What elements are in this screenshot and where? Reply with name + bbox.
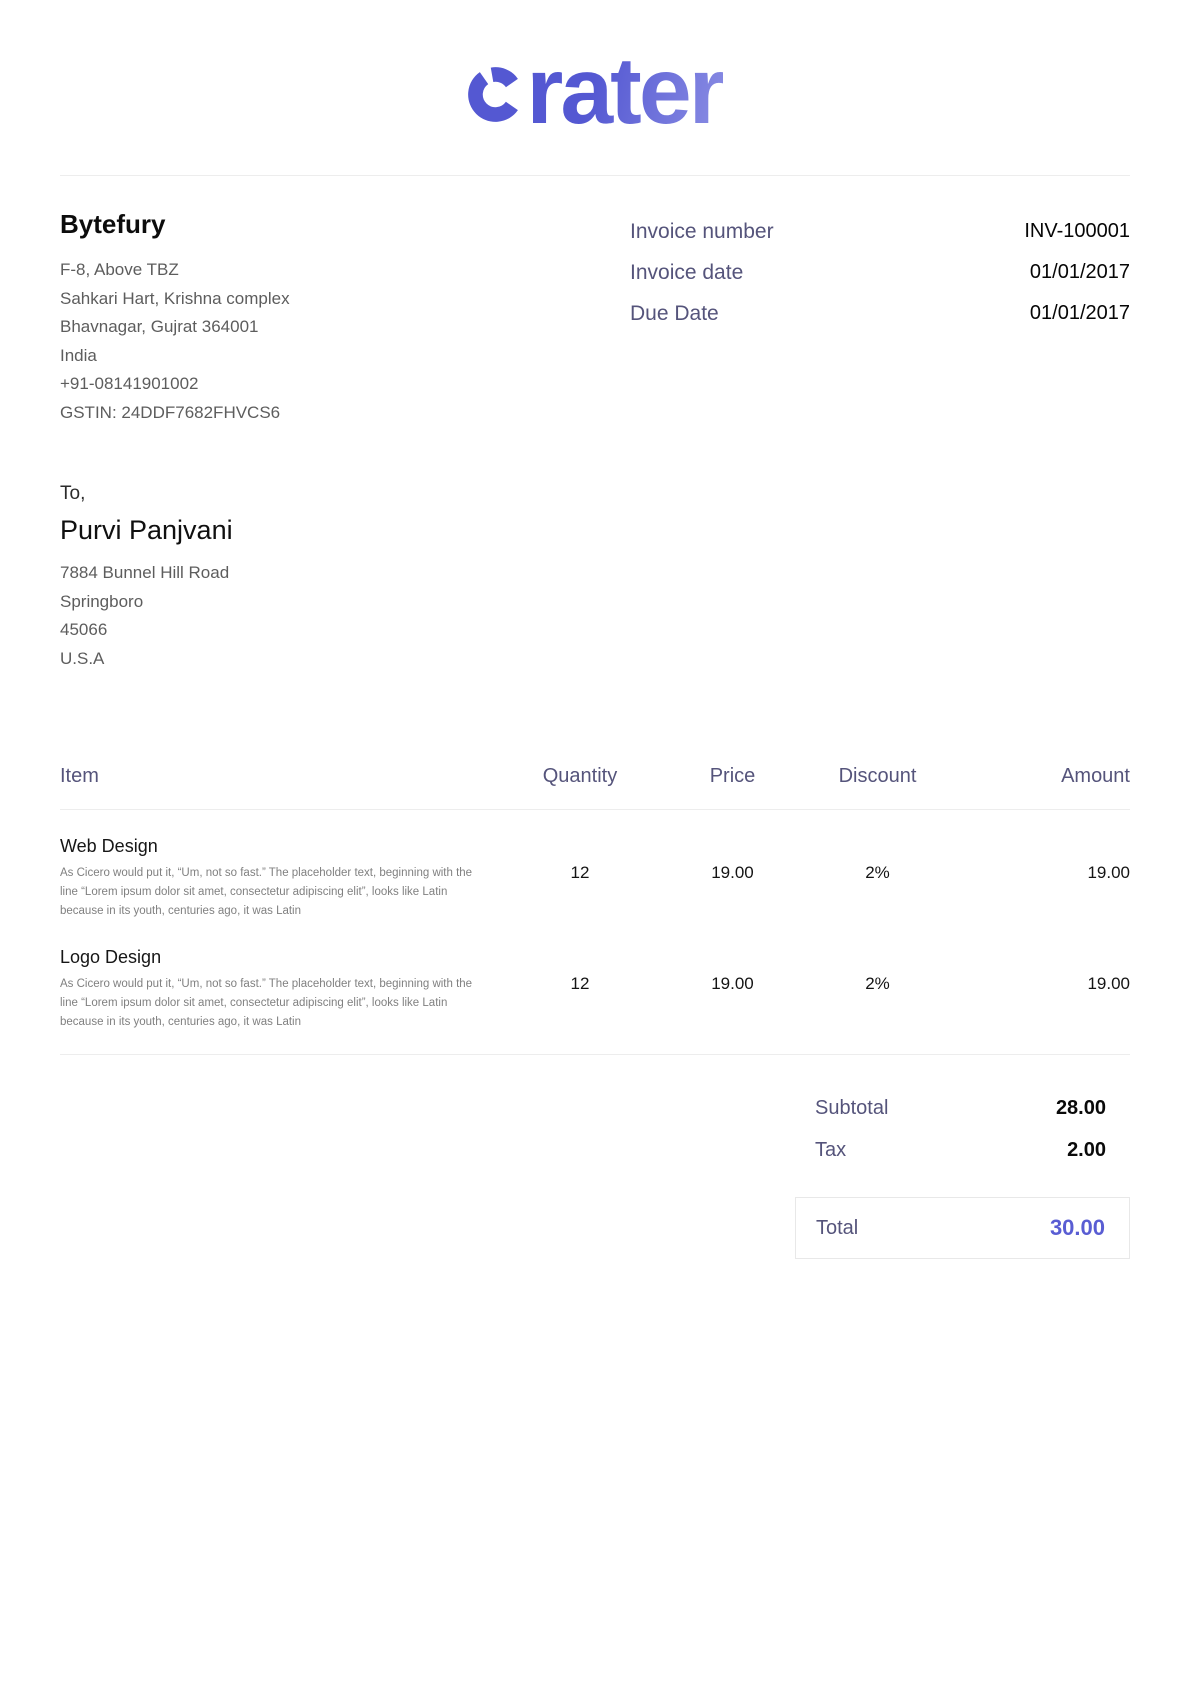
item-price: 19.00 (711, 974, 754, 993)
due-date-value: 01/01/2017 (1029, 302, 1130, 324)
customer-address-line: 7884 Bunnel Hill Road (60, 563, 230, 582)
column-header-discount: Discount (838, 765, 917, 787)
tax-value: 2.00 (1067, 1138, 1106, 1161)
due-date-label: Due Date (630, 301, 719, 325)
crater-logo: rater (467, 44, 726, 139)
customer-address-line: 45066 (60, 620, 108, 639)
column-header-amount: Amount (1061, 765, 1130, 787)
item-amount: 19.00 (1087, 974, 1130, 993)
item-row: Web Design As Cicero would put it, “Um, … (60, 810, 1130, 921)
company-name: Bytefury (60, 209, 166, 239)
customer-address-line: U.S.A (60, 648, 105, 668)
invoice-date-value: 01/01/2017 (1029, 261, 1130, 283)
column-header-quantity: Quantity (542, 765, 618, 787)
customer-address-line: Springboro (60, 591, 144, 611)
company-phone: +91-08141901002 (60, 374, 199, 393)
item-price: 19.00 (711, 863, 754, 882)
crater-logo-text: rater (526, 38, 725, 144)
total-box: Total 30.00 (795, 1197, 1130, 1259)
item-discount: 2% (865, 974, 890, 993)
item-quantity: 12 (570, 974, 590, 993)
company-address-line: Bhavnagar, Gujrat 364001 (60, 317, 259, 336)
invoice-date-label: Invoice date (630, 260, 744, 284)
crater-c-icon (468, 67, 519, 122)
subtotal-value: 28.00 (1055, 1096, 1106, 1119)
company-block: Bytefury F-8, Above TBZ Sahkari Hart, Kr… (60, 209, 290, 427)
bill-to-block: To, Purvi Panjvani 7884 Bunnel Hill Road… (60, 483, 1130, 673)
item-description: As Cicero would put it, “Um, not so fast… (60, 978, 473, 1028)
item-cell: Web Design As Cicero would put it, “Um, … (60, 836, 505, 921)
item-cell: Logo Design As Cicero would put it, “Um,… (60, 947, 505, 1032)
item-description: As Cicero would put it, “Um, not so fast… (60, 867, 473, 917)
company-gstin: GSTIN: 24DDF7682FHVCS6 (60, 402, 281, 422)
item-name: Logo Design (60, 947, 162, 967)
column-header-item: Item (60, 765, 99, 787)
total-value: 30.00 (1049, 1215, 1105, 1240)
item-name: Web Design (60, 836, 158, 856)
items-table: Item Quantity Price Discount Amount Web … (60, 765, 1130, 1055)
totals-block: Subtotal 28.00 Tax 2.00 Total 30.00 (795, 1087, 1130, 1259)
item-quantity: 12 (570, 863, 590, 882)
tax-row: Tax 2.00 (795, 1129, 1130, 1171)
column-header-price: Price (709, 765, 756, 787)
subtotal-label: Subtotal (815, 1096, 889, 1119)
company-address-line: Sahkari Hart, Krishna complex (60, 288, 290, 308)
total-label: Total (816, 1216, 859, 1239)
item-amount: 19.00 (1087, 863, 1130, 882)
invoice-date-row: Invoice date 01/01/2017 (630, 252, 1130, 293)
invoice-meta: Invoice number INV-100001 Invoice date 0… (630, 211, 1130, 427)
due-date-row: Due Date 01/01/2017 (630, 293, 1130, 334)
tax-label: Tax (815, 1138, 847, 1161)
invoice-number-row: Invoice number INV-100001 (630, 211, 1130, 252)
company-address-line: F-8, Above TBZ (60, 260, 179, 279)
invoice-number-value: INV-100001 (1024, 220, 1130, 242)
subtotal-row: Subtotal 28.00 (795, 1087, 1130, 1129)
header-row: Bytefury F-8, Above TBZ Sahkari Hart, Kr… (60, 209, 1130, 427)
item-row: Logo Design As Cicero would put it, “Um,… (60, 921, 1130, 1055)
item-discount: 2% (865, 863, 890, 882)
items-table-header: Item Quantity Price Discount Amount (60, 765, 1130, 810)
header-divider (60, 175, 1130, 176)
invoice-number-label: Invoice number (630, 219, 774, 243)
bill-to-prefix: To, (60, 483, 86, 504)
logo-row: rater (60, 44, 1130, 139)
customer-name: Purvi Panjvani (60, 515, 233, 545)
company-address-line: India (60, 345, 97, 365)
